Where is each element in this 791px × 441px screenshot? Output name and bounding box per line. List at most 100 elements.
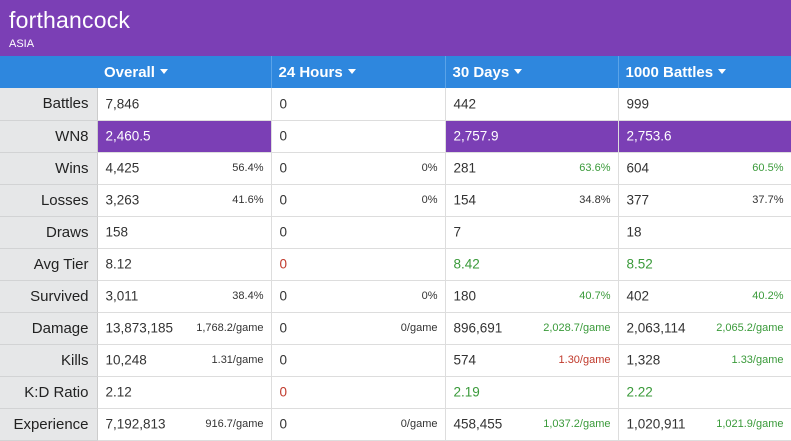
row-wins: Wins 4,425 56.4% 0 0% 281 63.6% 604 60.5%: [0, 152, 791, 185]
cell-30-days: 154 34.8%: [445, 184, 619, 217]
cell-overall: 4,425 56.4%: [97, 152, 272, 185]
row-label: K:D Ratio: [0, 376, 98, 409]
sub-value: 56.4%: [232, 162, 264, 174]
cell-1000-battles: 1,020,911 1,021.9/game: [618, 408, 791, 441]
sub-value: 1,021.9/game: [716, 418, 784, 430]
column-header-1000-battles-label: 1000 Battles: [625, 63, 714, 81]
cell-30-days: 2,757.9: [445, 120, 619, 153]
cell-24-hours: 0: [271, 248, 446, 281]
column-header-row: Overall 24 Hours 30 Days 1000 Battles: [0, 56, 791, 88]
cell-overall: 158: [97, 216, 272, 249]
sub-value: 60.5%: [752, 162, 784, 174]
cell-30-days: 8.42: [445, 248, 619, 281]
value: 7,192,813: [105, 416, 166, 432]
row-label: Experience: [0, 408, 98, 441]
value: 1,020,911: [626, 416, 686, 432]
value: 2,063,114: [626, 320, 686, 336]
sub-value: 1,037.2/game: [543, 418, 611, 430]
cell-overall: 2,460.5: [97, 120, 272, 153]
row-label: Losses: [0, 184, 98, 217]
sub-value: 2,028.7/game: [543, 322, 611, 334]
cell-1000-battles: 2,753.6: [618, 120, 791, 153]
column-header-24-hours-label: 24 Hours: [278, 63, 343, 81]
value: 0: [279, 192, 288, 208]
value: 2.12: [105, 384, 132, 400]
cell-30-days: 896,691 2,028.7/game: [445, 312, 619, 345]
cell-30-days: 442: [445, 88, 619, 121]
value: 18: [626, 224, 642, 240]
row-kills: Kills 10,248 1.31/game 0 574 1.30/game 1,3…: [0, 344, 791, 377]
column-header-1000-battles[interactable]: 1000 Battles: [618, 56, 791, 88]
value: 896,691: [453, 320, 503, 336]
value: 7,846: [105, 96, 140, 112]
cell-1000-battles: 999: [618, 88, 791, 121]
player-header: forthancock ASIA: [0, 0, 791, 56]
column-header-overall-label: Overall: [104, 63, 155, 81]
sub-value: 0%: [421, 194, 438, 206]
value: 10,248: [105, 352, 147, 368]
sub-value: 41.6%: [232, 194, 264, 206]
cell-1000-battles: 2,063,114 2,065.2/game: [618, 312, 791, 345]
sub-value: 63.6%: [579, 162, 611, 174]
row-wn8: WN8 2,460.5 0 2,757.9 2,753.6: [0, 120, 791, 153]
value: 3,011: [105, 288, 139, 304]
column-header-30-days-label: 30 Days: [452, 63, 510, 81]
value: 1,328: [626, 352, 661, 368]
value: 154: [453, 192, 477, 208]
column-header-30-days[interactable]: 30 Days: [445, 56, 619, 88]
sub-value: 0%: [421, 162, 438, 174]
value: 0: [279, 128, 288, 144]
value: 4,425: [105, 160, 140, 176]
value: 574: [453, 352, 477, 368]
column-header-blank: [0, 56, 97, 88]
sub-value: 1.31/game: [211, 354, 264, 366]
value: 2.19: [453, 384, 480, 400]
column-header-overall[interactable]: Overall: [97, 56, 272, 88]
value: 0: [279, 352, 288, 368]
value: 604: [626, 160, 650, 176]
cell-24-hours: 0: [271, 120, 446, 153]
value: 0: [279, 384, 288, 400]
cell-1000-battles: 2.22: [618, 376, 791, 409]
sub-value: 0%: [421, 290, 438, 302]
cell-24-hours: 0: [271, 344, 446, 377]
caret-down-icon: [159, 69, 168, 75]
row-kd-ratio: K:D Ratio 2.12 0 2.19 2.22: [0, 376, 791, 409]
value: 0: [279, 320, 288, 336]
cell-1000-battles: 377 37.7%: [618, 184, 791, 217]
cell-24-hours: 0 0%: [271, 152, 446, 185]
cell-24-hours: 0 0/game: [271, 312, 446, 345]
row-damage: Damage 13,873,185 1,768.2/game 0 0/game 89…: [0, 312, 791, 345]
column-header-24-hours[interactable]: 24 Hours: [271, 56, 446, 88]
value: 0: [279, 256, 288, 272]
cell-30-days: 7: [445, 216, 619, 249]
row-experience: Experience 7,192,813 916.7/game 0 0/game 4…: [0, 408, 791, 441]
value: 180: [453, 288, 477, 304]
row-survived: Survived 3,011 38.4% 0 0% 180 40.7% 402 40.2…: [0, 280, 791, 313]
value: 2,460.5: [105, 128, 151, 144]
cell-overall: 7,192,813 916.7/game: [97, 408, 272, 441]
cell-1000-battles: 8.52: [618, 248, 791, 281]
cell-30-days: 574 1.30/game: [445, 344, 619, 377]
row-label: Battles: [0, 88, 98, 121]
row-battles: Battles 7,846 0 442 999: [0, 88, 791, 121]
player-name: forthancock: [9, 7, 131, 33]
cell-overall: 2.12: [97, 376, 272, 409]
sub-value: 38.4%: [232, 290, 264, 302]
value: 0: [279, 288, 288, 304]
cell-24-hours: 0: [271, 216, 446, 249]
row-label: WN8: [0, 120, 98, 153]
row-label: Avg Tier: [0, 248, 98, 281]
value: 2.22: [626, 384, 653, 400]
caret-down-icon: [347, 69, 356, 75]
value: 13,873,185: [105, 320, 174, 336]
value: 7: [453, 224, 462, 240]
sub-value: 1,768.2/game: [196, 322, 264, 334]
value: 0: [279, 160, 288, 176]
value: 0: [279, 96, 288, 112]
value: 999: [626, 96, 650, 112]
value: 8.42: [453, 256, 480, 272]
value: 8.12: [105, 256, 132, 272]
player-region: ASIA: [9, 38, 35, 50]
row-avg-tier: Avg Tier 8.12 0 8.42 8.52: [0, 248, 791, 281]
